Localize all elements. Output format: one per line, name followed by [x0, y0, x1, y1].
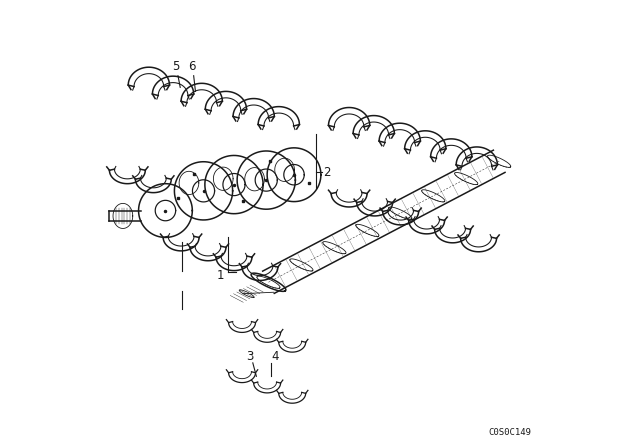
Text: 4: 4 [271, 350, 279, 363]
Text: 5: 5 [172, 60, 179, 73]
Text: 2: 2 [324, 166, 331, 180]
Text: 3: 3 [246, 350, 254, 363]
Text: C0S0C149: C0S0C149 [488, 428, 531, 437]
Text: 6: 6 [189, 60, 196, 73]
Text: 1: 1 [217, 269, 225, 283]
